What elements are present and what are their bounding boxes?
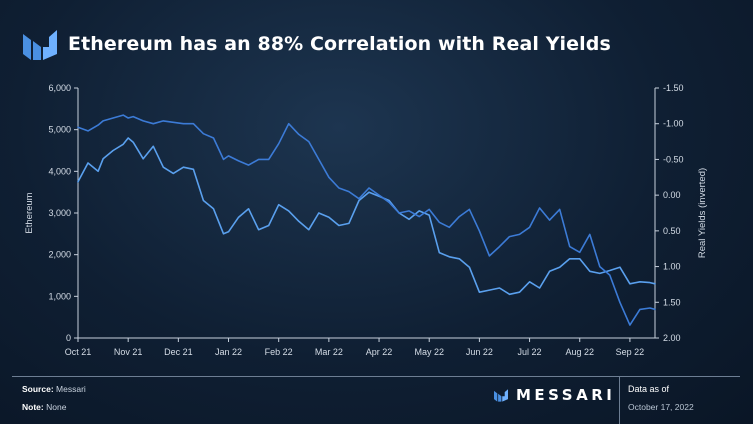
x-tick-label: Mar 22 (315, 347, 343, 357)
ethereum-price-line (77, 137, 656, 296)
y2-tick-label: -1.00 (663, 119, 684, 129)
x-tick-label: Sep 22 (616, 347, 645, 357)
messari-logo-icon (23, 30, 57, 60)
x-tick-label: Apr 22 (366, 347, 393, 357)
x-tick-label: Aug 22 (565, 347, 594, 357)
y2-tick-label: 2.00 (663, 333, 681, 343)
footer: Source: Messari Note: None MESSARI Data … (0, 376, 753, 424)
x-tick-label: Jan 22 (215, 347, 242, 357)
y-tick-label: 0 (66, 333, 71, 343)
y2-tick-label: 0.50 (663, 226, 681, 236)
x-tick-label: Dec 21 (164, 347, 193, 357)
y-tick-label: 2,000 (48, 250, 71, 260)
x-tick-label: Nov 21 (114, 347, 143, 357)
y2-axis-title: Real Yields (inverted) (697, 168, 708, 258)
y-tick-label: 6,000 (48, 83, 71, 93)
y2-tick-label: 0.00 (663, 190, 681, 200)
x-tick-label: Jun 22 (466, 347, 493, 357)
footer-vertical-divider (619, 376, 620, 424)
brand-logo: MESSARI (492, 386, 615, 404)
y-tick-label: 5,000 (48, 125, 71, 135)
y-tick-label: 4,000 (48, 166, 71, 176)
x-tick-label: Feb 22 (265, 347, 293, 357)
y2-tick-label: 1.50 (663, 297, 681, 307)
data-as-of-label: Data as of (628, 384, 670, 394)
page-title: Ethereum has an 88% Correlation with Rea… (68, 33, 611, 55)
source-line: Source: Messari (22, 384, 86, 394)
correlation-chart: 0 1,000 2,000 3,000 4,000 5,000 6,000 -1.50 -1.0… (24, 83, 708, 357)
y-tick-label: 1,000 (48, 291, 71, 301)
x-tick-label: Jul 22 (518, 347, 542, 357)
x-tick-label: Oct 21 (65, 347, 92, 357)
messari-logo-icon (494, 389, 508, 402)
note-line: Note: None (22, 402, 67, 412)
y2-tick-label: 1.00 (663, 262, 681, 272)
footer-divider (12, 376, 740, 377)
real-yields-line (77, 114, 656, 326)
data-as-of-date: October 17, 2022 (628, 402, 694, 412)
y-tick-label: 3,000 (48, 208, 71, 218)
x-tick-label: May 22 (414, 347, 444, 357)
header: Ethereum has an 88% Correlation with Rea… (22, 26, 611, 62)
y2-tick-label: -0.50 (663, 154, 684, 164)
y2-tick-label: -1.50 (663, 83, 684, 93)
brand-wordmark: MESSARI (516, 386, 616, 404)
y-axis-title: Ethereum (24, 192, 35, 233)
